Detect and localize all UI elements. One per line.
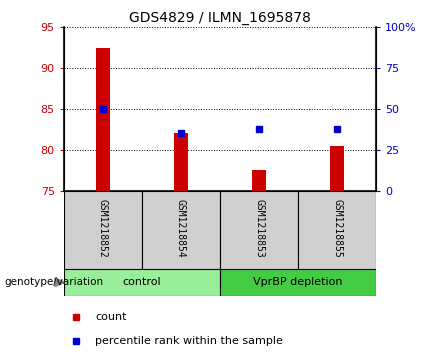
Bar — [220, 269, 376, 296]
Text: count: count — [95, 312, 127, 322]
Text: genotype/variation: genotype/variation — [4, 277, 103, 287]
Text: VprBP depletion: VprBP depletion — [253, 277, 343, 287]
Bar — [142, 191, 220, 269]
Bar — [64, 191, 142, 269]
Bar — [174, 134, 188, 191]
Title: GDS4829 / ILMN_1695878: GDS4829 / ILMN_1695878 — [129, 11, 311, 25]
Text: GSM1218852: GSM1218852 — [98, 199, 108, 257]
Bar — [330, 146, 344, 191]
Bar — [298, 191, 376, 269]
Text: GSM1218853: GSM1218853 — [254, 199, 264, 257]
Text: GSM1218855: GSM1218855 — [332, 199, 342, 257]
Text: percentile rank within the sample: percentile rank within the sample — [95, 336, 283, 346]
Text: GSM1218854: GSM1218854 — [176, 199, 186, 257]
Text: control: control — [123, 277, 161, 287]
Bar — [64, 269, 220, 296]
Bar — [96, 48, 110, 191]
Bar — [220, 191, 298, 269]
Bar — [252, 170, 266, 191]
Polygon shape — [55, 278, 65, 287]
